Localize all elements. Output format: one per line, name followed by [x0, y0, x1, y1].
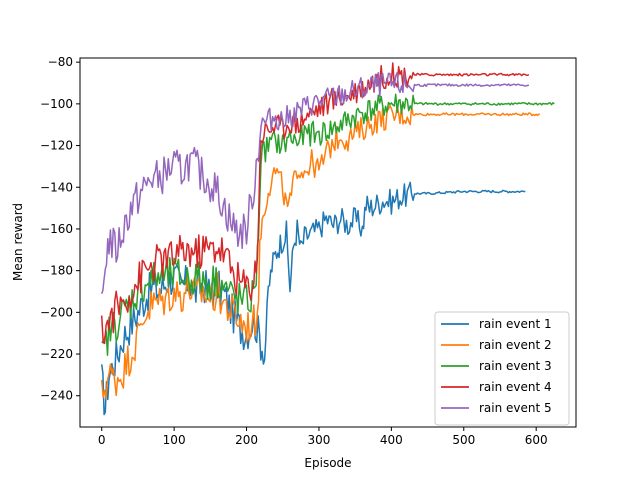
legend-label: rain event 1	[479, 317, 552, 331]
y-tick-label: −120	[40, 139, 73, 153]
y-axis-ticks: −240 −220 −200 −180 −160 −140 −120 −100 −80	[40, 55, 80, 403]
series-layer	[100, 62, 555, 416]
x-tick-label: 200	[235, 433, 258, 447]
legend: rain event 1 rain event 2 rain event 3 rain…	[434, 311, 570, 426]
legend-box	[434, 311, 570, 426]
y-tick-label: −160	[40, 222, 73, 236]
x-tick-label: 100	[163, 433, 186, 447]
legend-label: rain event 4	[479, 380, 552, 394]
x-tick-label: 300	[307, 433, 330, 447]
x-tick-label: 0	[98, 433, 106, 447]
legend-label: rain event 3	[479, 359, 552, 373]
y-tick-label: −80	[48, 55, 73, 69]
series-line-2	[100, 104, 540, 399]
series-line-4	[100, 62, 530, 345]
x-axis-ticks: 0 100 200 300 400 500 600	[98, 427, 548, 447]
y-tick-label: −180	[40, 264, 73, 278]
series-line-5	[100, 71, 530, 294]
y-tick-label: −220	[40, 347, 73, 361]
series-line-3	[101, 93, 555, 356]
y-tick-label: −140	[40, 180, 73, 194]
plot-frame	[79, 57, 577, 428]
y-tick-label: −100	[40, 97, 73, 111]
x-tick-label: 600	[525, 433, 548, 447]
legend-label: rain event 5	[479, 401, 552, 415]
y-tick-label: −240	[40, 389, 73, 403]
y-axis-label: Mean reward	[11, 203, 25, 281]
y-tick-label: −200	[40, 305, 73, 319]
legend-label: rain event 2	[479, 338, 552, 352]
x-axis-label: Episode	[304, 456, 351, 470]
x-tick-label: 500	[452, 433, 475, 447]
x-tick-label: 400	[380, 433, 403, 447]
